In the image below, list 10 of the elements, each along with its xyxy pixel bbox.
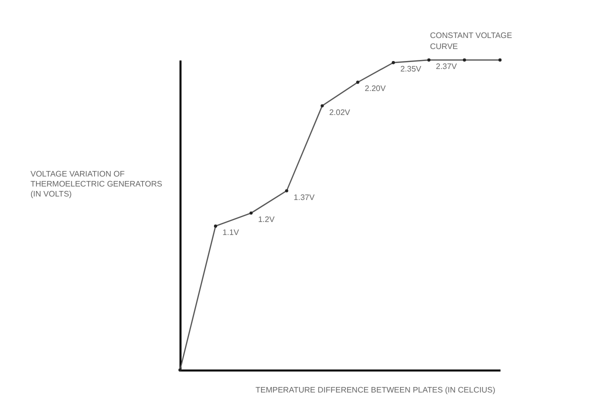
data-label: 2.37V [436, 62, 458, 71]
data-label: 1.37V [294, 192, 316, 202]
data-label: 1.1V [222, 228, 240, 238]
data-label: 1.2V [258, 215, 276, 224]
data-label: 2.02V [329, 108, 351, 117]
x-axis-title: TEMPERATURE DIFFERENCE BETWEEN PLATES (IN CELCIUS) [256, 386, 496, 394]
data-label: 2.35V [400, 64, 422, 74]
y-axis-title: VOLTAGE VARIATION OF THERMOELECTRIC GENERATORS (IN VOLTS) [30, 170, 162, 198]
data-label: 2.20V [364, 84, 386, 94]
text: CONSTANT VOLTAGE CURVE [430, 31, 512, 51]
